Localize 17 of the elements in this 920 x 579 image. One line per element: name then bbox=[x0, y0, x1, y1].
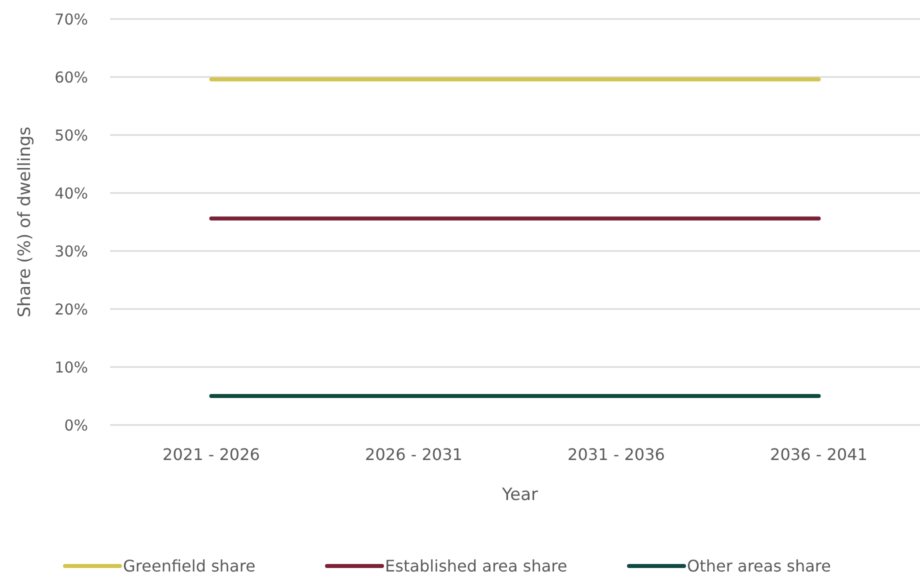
y-tick-label: 60% bbox=[54, 68, 88, 86]
y-tick-label: 70% bbox=[54, 10, 88, 28]
y-tick-label: 30% bbox=[54, 242, 88, 260]
legend-label: Established area share bbox=[385, 556, 568, 576]
y-axis-title: Share (%) of dwellings bbox=[15, 126, 35, 318]
y-tick-label: 0% bbox=[64, 416, 88, 434]
y-tick-label: 40% bbox=[54, 184, 88, 202]
x-tick-label: 2021 - 2026 bbox=[162, 445, 260, 464]
x-tick-label: 2031 - 2036 bbox=[568, 445, 665, 464]
legend-label: Other areas share bbox=[687, 556, 831, 576]
y-tick-label: 20% bbox=[54, 300, 88, 318]
x-tick-label: 2026 - 2031 bbox=[365, 445, 462, 464]
legend-label: Greenfield share bbox=[123, 556, 256, 576]
x-axis-title: Year bbox=[501, 485, 538, 505]
x-tick-label: 2036 - 2041 bbox=[770, 445, 868, 464]
y-tick-label: 10% bbox=[54, 358, 88, 376]
y-tick-label: 50% bbox=[54, 126, 88, 144]
